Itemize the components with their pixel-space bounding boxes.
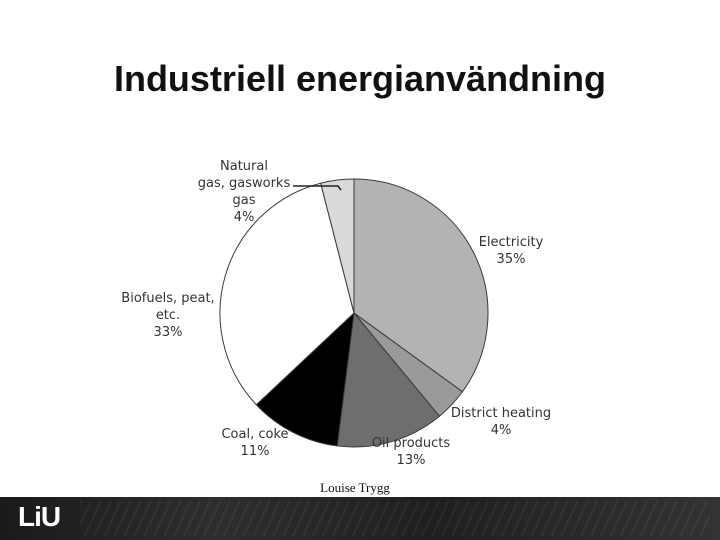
slide-title: Industriell energianvändning [113, 58, 607, 99]
liu-logo: LiU [18, 501, 61, 532]
slice-label-natural-gas: Natural gas, gasworks gas 4% [198, 159, 291, 225]
slice-label-district-heating: District heating 4% [451, 406, 551, 438]
natural-gas-leader-line [293, 185, 342, 191]
slice-label-biofuels: Biofuels, peat, etc. 33% [121, 291, 214, 340]
footer-bar: LiU [0, 497, 720, 540]
pie-slice-natural-gas [320, 178, 355, 314]
pie-slice-oil-products [336, 311, 441, 448]
slice-label-electricity: Electricity 35% [479, 235, 544, 267]
author-caption: Louise Trygg [320, 480, 390, 495]
pie-chart: Electricity 35% District heating 4%Oil prod… [121, 159, 551, 468]
footer-texture [80, 501, 710, 536]
slice-label-oil-products: Oil products 13% [372, 436, 451, 468]
slice-label-coal-coke: Coal, coke 11% [221, 427, 288, 459]
pie-slice-biofuels [219, 182, 355, 406]
pie-slice-electricity [353, 178, 489, 393]
pie-slice-coal-coke [255, 311, 355, 447]
